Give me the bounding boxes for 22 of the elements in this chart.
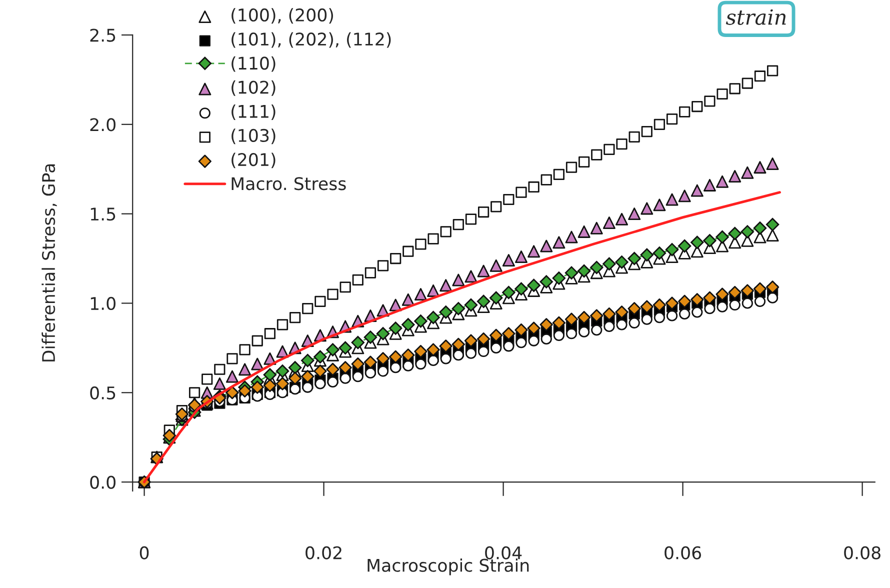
legend-label: (103) bbox=[232, 128, 276, 144]
legend-label: (100), (200) bbox=[232, 8, 333, 24]
y-tick-label: 0.0 bbox=[90, 476, 116, 489]
y-tick-label: 2.0 bbox=[90, 118, 116, 132]
legend-label: (101), (202), (112) bbox=[232, 32, 391, 48]
legend-label: Macro. Stress bbox=[232, 177, 346, 190]
x-tick-label: 0.04 bbox=[485, 546, 522, 560]
legend-label: (102) bbox=[232, 80, 276, 96]
x-tick-label: 0.08 bbox=[844, 546, 880, 560]
x-tick-label: 0 bbox=[140, 546, 149, 560]
legend-label: (110) bbox=[232, 56, 276, 72]
legend-label: (111) bbox=[232, 104, 276, 120]
text: strain bbox=[726, 9, 786, 25]
y-tick-label: 2.5 bbox=[90, 28, 116, 42]
x-axis-title: Macroscopic Strain bbox=[368, 558, 529, 576]
x-tick-label: 0.02 bbox=[306, 546, 342, 560]
y-tick-label: 0.5 bbox=[90, 386, 116, 400]
legend-label: (201) bbox=[232, 152, 276, 168]
y-tick-label: 1.5 bbox=[90, 208, 116, 221]
y-tick-label: 1.0 bbox=[90, 296, 116, 310]
y-axis-title: Differential Stress, GPa bbox=[42, 164, 57, 362]
x-tick-label: 0.06 bbox=[664, 546, 702, 560]
